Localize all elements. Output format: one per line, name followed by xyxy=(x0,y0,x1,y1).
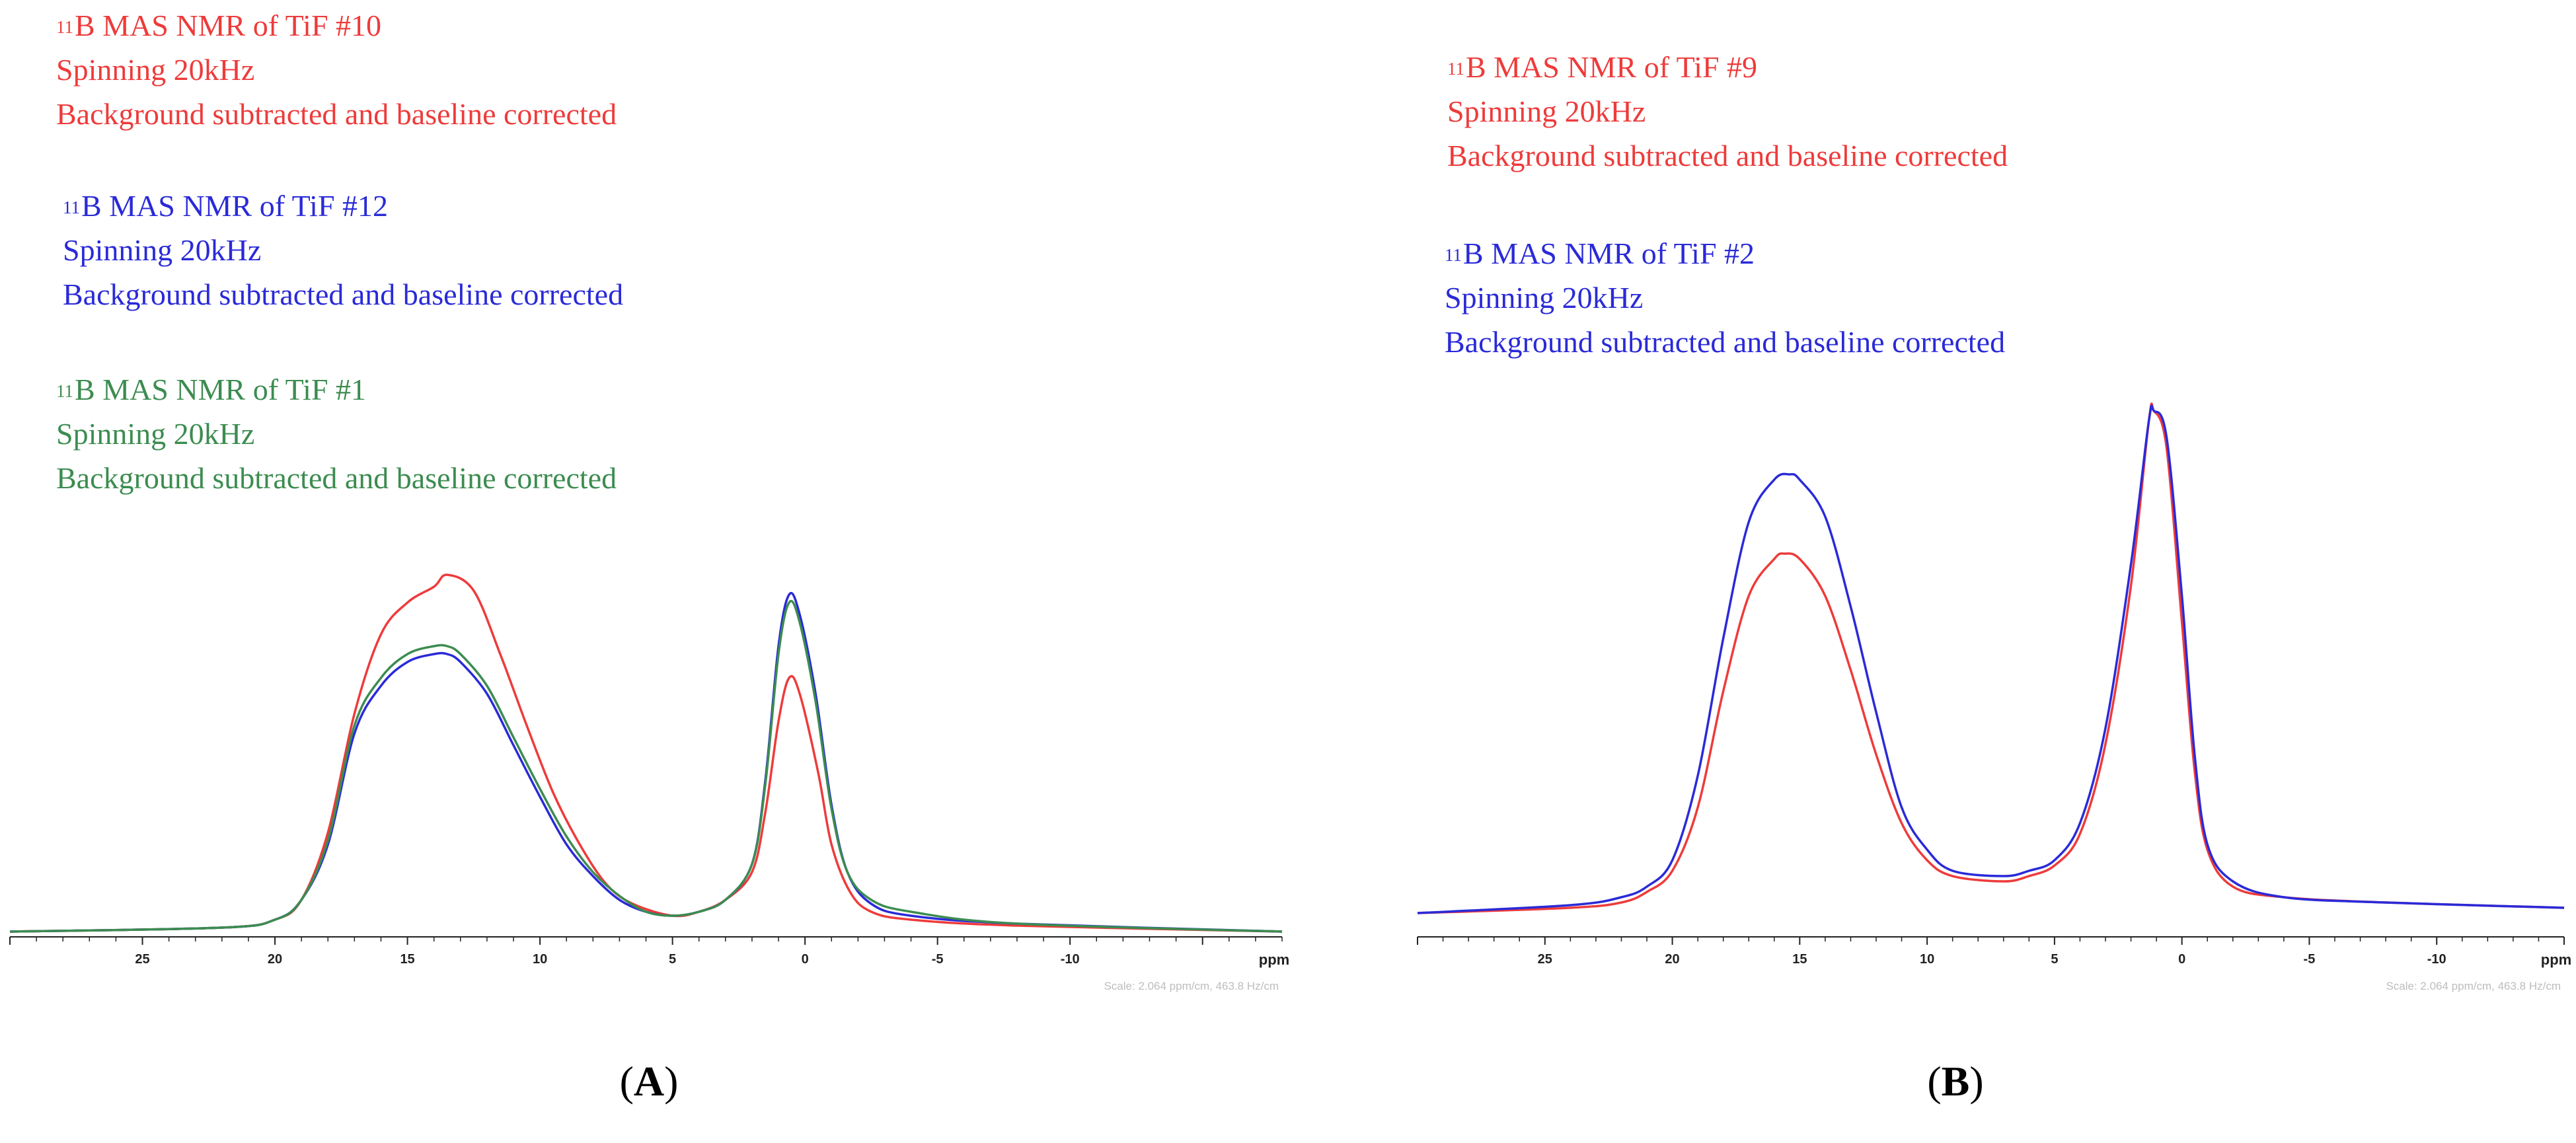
x-tick-label: -5 xyxy=(2304,952,2316,967)
legend-spinning: Spinning 20kHz xyxy=(63,233,262,267)
x-tick-label: -10 xyxy=(1061,952,1080,967)
series-line-tif-12 xyxy=(9,592,1283,933)
legend-spinning: Spinning 20kHz xyxy=(1445,281,1644,314)
series-line-tif-2 xyxy=(1417,404,2565,914)
x-tick-label: 25 xyxy=(1538,952,1552,967)
legend-tif-12: 11B MAS NMR of TiF #12 Spinning 20kHz Ba… xyxy=(63,184,623,316)
nmr-spectrum-b: 25 20 15 10 5 0 -5 -10 ppm Scale: 2.064 ppm/cm, 4… xyxy=(1417,402,2571,992)
scale-note: Scale: 2.064 ppm/cm, 463.8 Hz/cm xyxy=(1104,980,1279,992)
legend-title: 11B MAS NMR of TiF #1 xyxy=(56,373,367,406)
series-line-tif-9 xyxy=(1417,402,2565,914)
x-axis-unit: ppm xyxy=(1259,951,1289,968)
x-tick-label: 10 xyxy=(1920,952,1934,967)
x-tick-label: 20 xyxy=(1665,952,1679,967)
legend-title: 11B MAS NMR of TiF #9 xyxy=(1447,50,1758,84)
legend-spinning: Spinning 20kHz xyxy=(56,53,255,87)
x-tick-label: 5 xyxy=(669,952,676,967)
series-line-tif-1 xyxy=(9,600,1283,933)
legend-title: 11B MAS NMR of TiF #2 xyxy=(1445,237,1755,270)
x-tick-label: 20 xyxy=(268,952,282,967)
x-tick-label: 25 xyxy=(135,952,149,967)
legend-title: 11B MAS NMR of TiF #10 xyxy=(56,9,382,42)
x-tick-label: 0 xyxy=(802,952,809,967)
legend-tif-2: 11B MAS NMR of TiF #2 Spinning 20kHz Bac… xyxy=(1445,231,2005,364)
scale-note: Scale: 2.064 ppm/cm, 463.8 Hz/cm xyxy=(2386,980,2561,992)
legend-tif-1: 11B MAS NMR of TiF #1 Spinning 20kHz Bac… xyxy=(56,367,617,500)
panel-a: 11B MAS NMR of TiF #10 Spinning 20kHz Ba… xyxy=(9,3,1289,1105)
x-axis-unit: ppm xyxy=(2541,951,2571,968)
x-tick-label: 0 xyxy=(2178,952,2185,967)
panel-b: 11B MAS NMR of TiF #9 Spinning 20kHz Bac… xyxy=(1288,0,2576,1143)
legend-spinning: Spinning 20kHz xyxy=(56,417,255,451)
legend-note: Background subtracted and baseline corre… xyxy=(63,277,624,311)
legend-title: 11B MAS NMR of TiF #12 xyxy=(63,189,389,223)
legend-note: Background subtracted and baseline corre… xyxy=(56,97,617,131)
legend-note: Background subtracted and baseline corre… xyxy=(56,461,617,495)
legend-tif-10: 11B MAS NMR of TiF #10 Spinning 20kHz Ba… xyxy=(56,3,617,136)
panel-label-a: (A) xyxy=(619,1058,679,1105)
x-tick-label: 10 xyxy=(533,952,547,967)
x-tick-label: 5 xyxy=(2051,952,2058,967)
legend-note: Background subtracted and baseline corre… xyxy=(1445,325,2006,359)
legend-tif-9: 11B MAS NMR of TiF #9 Spinning 20kHz Bac… xyxy=(1447,45,2008,178)
x-tick-label: -10 xyxy=(2427,952,2446,967)
nmr-spectrum-a: 25 20 15 10 5 0 -5 -10 ppm Scale: 2.064 ppm/cm, 4… xyxy=(9,573,1289,992)
x-tick-label: -5 xyxy=(932,952,944,967)
legend-note: Background subtracted and baseline corre… xyxy=(1447,139,2008,172)
x-tick-label: 15 xyxy=(1792,952,1807,967)
legend-spinning: Spinning 20kHz xyxy=(1447,94,1646,128)
x-tick-label: 15 xyxy=(400,952,414,967)
panel-label-b: (B) xyxy=(1927,1058,1984,1105)
series-line-tif-10 xyxy=(9,573,1283,933)
